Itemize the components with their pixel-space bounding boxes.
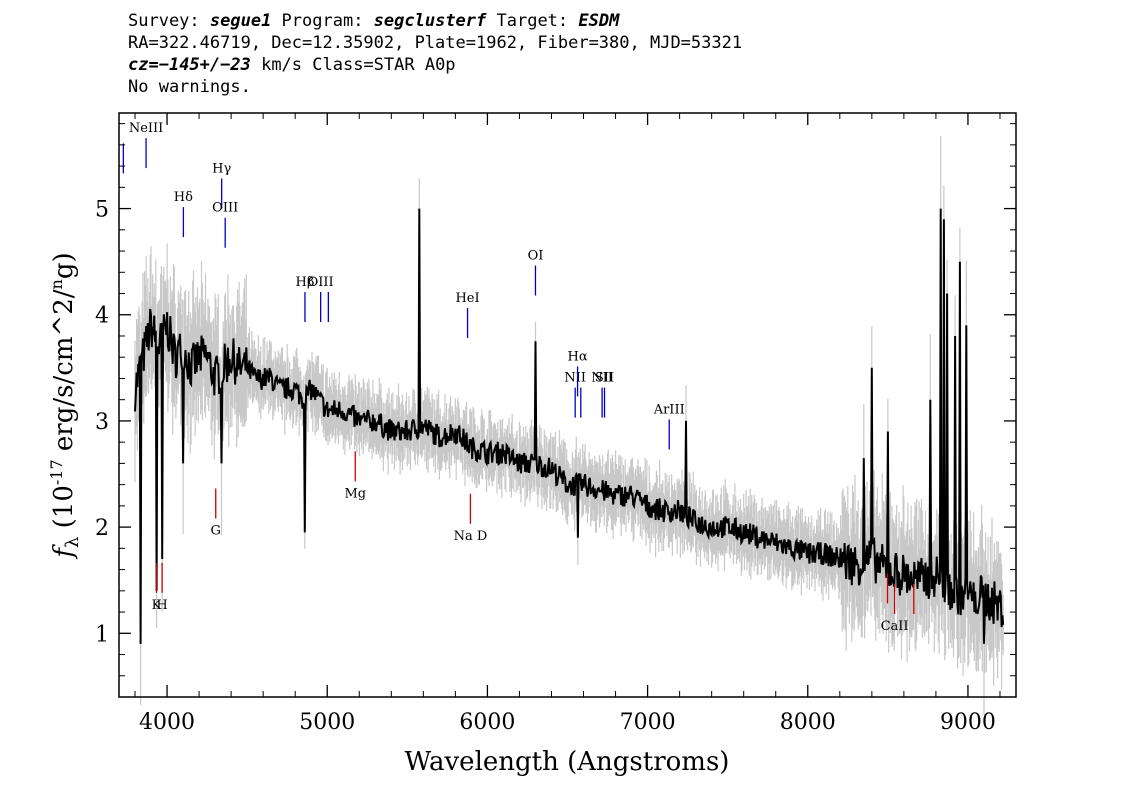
cz-units: km/s Class=STAR A0p [250,55,456,75]
spectrum-header: Survey: segue1 Program: segclusterf Targ… [128,10,1118,98]
survey-value: segue1 [209,11,272,31]
plot-frame [118,112,1017,698]
x-tick-label: 5000 [299,710,355,735]
absorption-line-label: Mg [344,486,366,501]
emission-line-label: Hγ [212,161,231,176]
target-value: ESDM [578,11,620,31]
emission-line-label: OIII [308,275,334,290]
emission-line-label: NII [564,371,586,386]
emission-line-label: OIII [212,201,238,216]
x-tick-label: 8000 [780,710,836,735]
x-tick-label: 4000 [139,710,195,735]
y-tick-label: 1 [95,622,109,647]
flux-line [134,208,1005,644]
absorption-line-label: Na D [454,529,488,544]
absorption-line-label: G [211,523,221,538]
x-tick-label: 6000 [459,710,515,735]
emission-line-label: NeIII [129,121,163,136]
header-line-survey: Survey: segue1 Program: segclusterf Targ… [128,10,1118,32]
y-tick-label: 5 [95,198,109,223]
target-label: Target: [486,11,579,31]
cz-value: −145+/−23 [158,55,251,75]
cz-label: cz= [128,55,159,75]
axes: 4000 5000 6000 7000 8000 9000 1 2 3 4 5 [95,113,1016,735]
x-tick-label: 9000 [940,710,996,735]
absorption-line-label: CaII [881,619,909,634]
emission-line-label: ArIII [653,402,685,417]
y-tick-label: 4 [95,304,109,329]
absorption-line-label: H [156,598,167,613]
header-line-coords: RA=322.46719, Dec=12.35902, Plate=1962, … [128,33,743,53]
x-tick-label: 7000 [620,710,676,735]
emission-line-label: Hα [568,349,588,364]
survey-label: Survey: [128,11,210,31]
emission-line-label: NII [591,371,613,386]
line-markers: NeIIIHδHγOIIIHβOIIIHeIOINIIHαNIISIIArIII… [122,121,915,634]
emission-line-label: Hδ [174,190,193,205]
emission-line-label: OI [528,249,544,264]
emission-line-label: SII [595,371,614,386]
absorption-line-label: K [152,598,162,613]
header-line-redshift: cz=−145+/−23 km/s Class=STAR A0p [128,54,1118,76]
header-line-warnings: No warnings. [128,77,251,97]
flux-series [134,208,1005,644]
program-label: Program: [271,11,374,31]
y-axis-label: fλ (10-17 erg/s/cm^2/ng) [47,252,83,559]
program-value: segclusterf [373,11,487,31]
emission-line-label: HeI [455,291,479,306]
y-tick-label: 2 [95,516,109,541]
emission-line-label: Hβ [296,275,315,290]
x-axis-label: Wavelength (Angstroms) [405,747,730,777]
y-tick-label: 3 [95,410,109,435]
